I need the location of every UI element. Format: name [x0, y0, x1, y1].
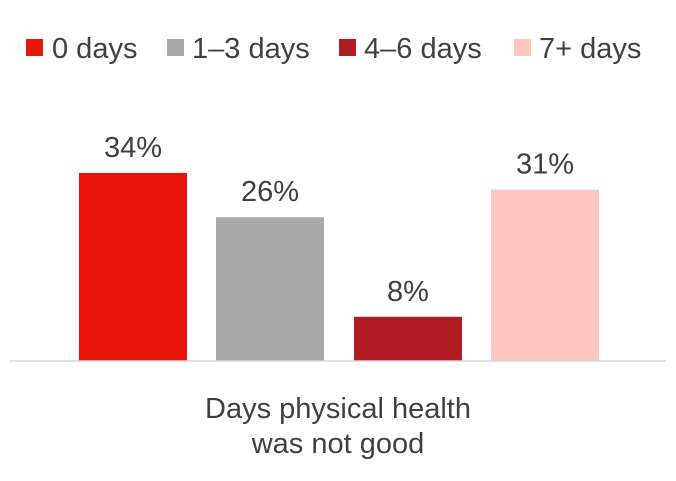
legend-label-1-3-days: 1–3 days [192, 33, 310, 65]
legend-item-4-6-days: 4–6 days [339, 33, 482, 65]
legend-label-4-6-days: 4–6 days [364, 33, 482, 65]
x-axis-label-line: Days physical health [205, 393, 471, 425]
data-labels: 34% 26% 8% 31% [104, 132, 574, 308]
legend-item-7-days: 7+ days [514, 33, 641, 65]
legend-label-0-days: 0 days [52, 33, 137, 65]
bars [79, 173, 599, 361]
bar-1-3-days [216, 217, 324, 361]
x-axis-label-line: was not good [251, 428, 425, 460]
data-label-7-days: 31% [516, 149, 574, 181]
x-axis-label: Days physical health was not good [205, 393, 471, 460]
legend-label-7-days: 7+ days [539, 33, 641, 65]
legend-swatch-7-days [514, 39, 531, 56]
bar-0-days [79, 173, 187, 361]
legend-swatch-0-days [26, 39, 43, 56]
data-label-4-6-days: 8% [387, 276, 429, 308]
legend-swatch-4-6-days [339, 39, 356, 56]
legend-item-0-days: 0 days [26, 33, 137, 65]
legend-swatch-1-3-days [167, 39, 184, 56]
legend: 0 days 1–3 days 4–6 days 7+ days [26, 33, 641, 65]
bar-7-days [491, 189, 599, 361]
data-label-0-days: 34% [104, 132, 162, 164]
bar-4-6-days [354, 316, 462, 361]
legend-item-1-3-days: 1–3 days [167, 33, 310, 65]
data-label-1-3-days: 26% [241, 176, 299, 208]
